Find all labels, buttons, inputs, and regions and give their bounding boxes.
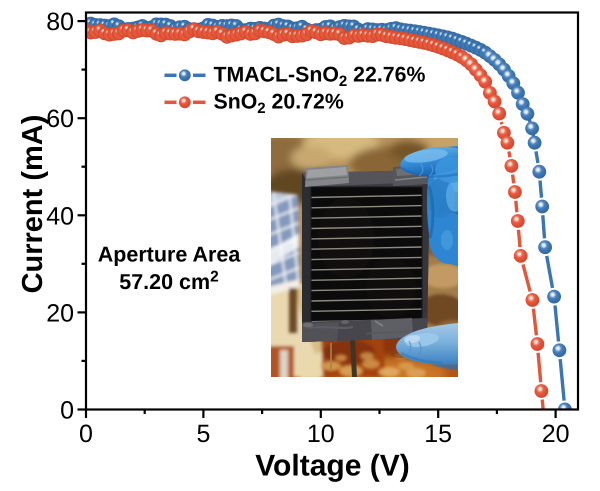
svg-text:60: 60	[46, 105, 74, 133]
svg-text:Aperture Area: Aperture Area	[98, 243, 242, 267]
svg-text:20: 20	[542, 420, 570, 448]
svg-text:Current (mA): Current (mA)	[17, 115, 49, 294]
svg-text:SnO2 20.72%: SnO2 20.72%	[214, 90, 344, 118]
svg-text:10: 10	[307, 420, 335, 448]
svg-text:15: 15	[424, 420, 452, 448]
svg-text:0: 0	[79, 420, 93, 448]
svg-text:TMACL-SnO2 22.76%: TMACL-SnO2 22.76%	[214, 63, 426, 91]
svg-text:57.20 cm2: 57.20 cm2	[119, 269, 218, 295]
svg-text:5: 5	[196, 420, 210, 448]
svg-text:20: 20	[46, 299, 74, 327]
svg-text:40: 40	[46, 202, 74, 230]
svg-text:0: 0	[60, 397, 74, 425]
svg-text:80: 80	[46, 8, 74, 36]
svg-text:Voltage (V): Voltage (V)	[255, 450, 409, 483]
